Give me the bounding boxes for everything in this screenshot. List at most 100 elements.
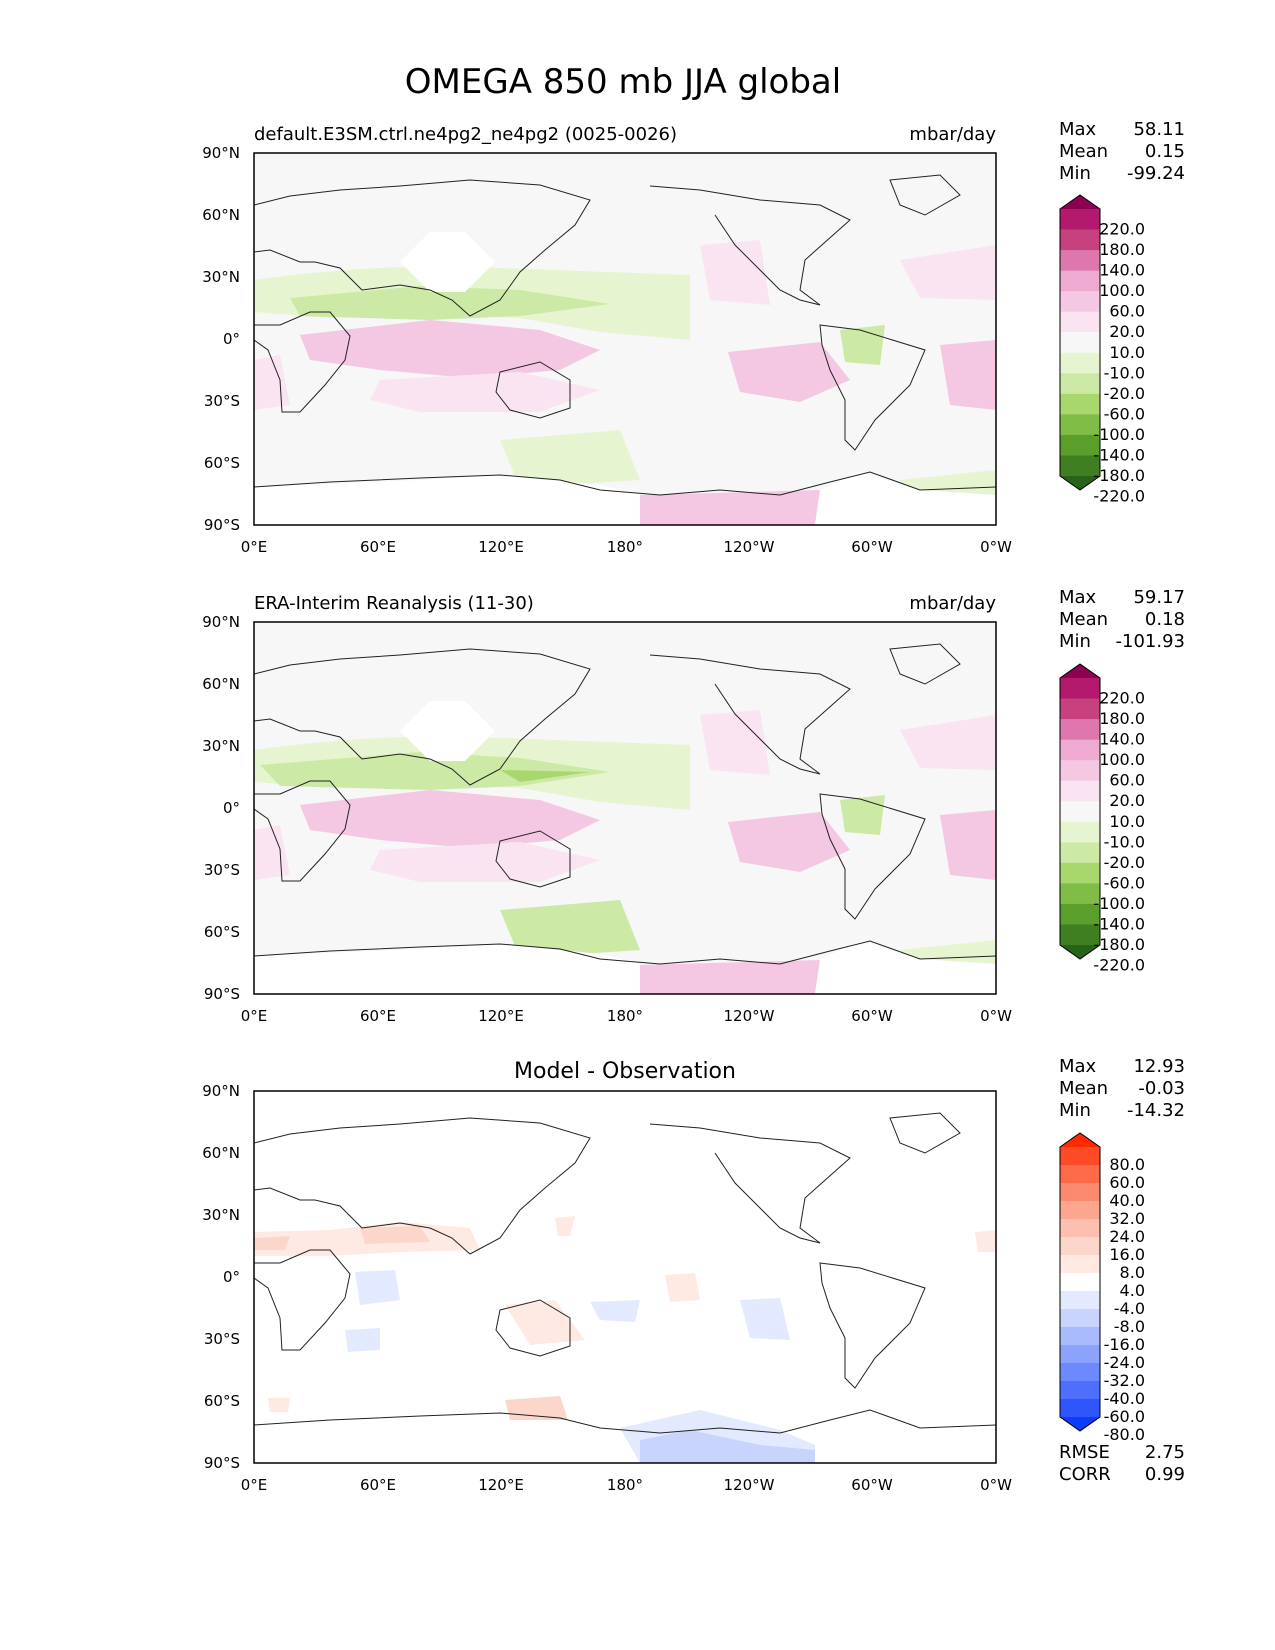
colorbar-tick-label: -60.0 <box>1104 404 1145 423</box>
field-contour-positive <box>940 340 996 410</box>
coastline-south-america <box>819 324 926 451</box>
colorbar-swatch <box>1060 821 1100 843</box>
colorbar-outline <box>1059 1132 1101 1432</box>
stat-value-max: 59.17 <box>1133 587 1185 608</box>
colorbar-tick-label: -24.0 <box>1104 1353 1145 1372</box>
field-contour-positive <box>370 372 600 412</box>
map-frame <box>253 152 997 526</box>
y-tick-label: 0° <box>223 799 240 817</box>
colorbar-tick-label: -220.0 <box>1093 956 1145 975</box>
colorbar-tick-label: -60.0 <box>1104 873 1145 892</box>
coastline-north-america <box>649 185 851 306</box>
coastline-eurasia <box>253 1117 591 1255</box>
map-area <box>254 622 996 994</box>
colorbar-tick-label: 140.0 <box>1099 261 1145 280</box>
field-contour-negative <box>355 1270 400 1305</box>
colorbar-swatch <box>1060 1381 1100 1400</box>
coastline-north-america <box>649 1123 851 1244</box>
field-contour-positive <box>360 1226 430 1244</box>
coastline-greenland <box>889 174 961 216</box>
y-tick-label: 60°S <box>204 454 240 472</box>
panel-title-left: ERA-Interim Reanalysis (11-30) <box>254 593 534 614</box>
colorbar-swatch <box>1060 270 1100 292</box>
x-tick-label: 0°W <box>980 538 1012 556</box>
colorbar-swatch <box>1060 373 1100 395</box>
colorbar-extend-min <box>1060 476 1100 490</box>
colorbar-tick-label: -220.0 <box>1093 487 1145 506</box>
colorbar-tick-label: 80.0 <box>1109 1155 1145 1174</box>
x-tick-label: 120°E <box>478 1007 524 1025</box>
colorbar-swatch <box>1060 311 1100 333</box>
coastline-north-america <box>649 654 851 775</box>
stat-label-max: Max <box>1059 119 1097 140</box>
field-contour-negative <box>590 1300 640 1322</box>
field-contour-positive <box>640 490 820 525</box>
panel-units: mbar/day <box>909 124 996 145</box>
colorbar-tick-label: 16.0 <box>1109 1245 1145 1264</box>
y-tick-label: 60°N <box>202 1144 240 1162</box>
x-tick-label: 180° <box>607 1476 643 1494</box>
field-contour-negative <box>345 1328 380 1352</box>
stat-value-mean: -0.03 <box>1138 1078 1185 1099</box>
colorbar-swatch <box>1060 1345 1100 1364</box>
field-contour-positive <box>975 1230 996 1252</box>
colorbar-outline <box>1059 663 1101 960</box>
stat-value-min: -14.32 <box>1127 1100 1185 1121</box>
x-tick-label: 120°W <box>724 1476 775 1494</box>
stats-box: Max 59.17 Mean 0.18 Min -101.93 <box>1059 587 1185 652</box>
y-tick-label: 30°S <box>204 1330 240 1348</box>
x-tick-label: 60°E <box>360 1476 396 1494</box>
colorbar-tick-label: -8.0 <box>1114 1317 1145 1336</box>
stat-label-mean: Mean <box>1059 141 1108 162</box>
colorbar-swatch <box>1060 209 1100 231</box>
field-contour-negative <box>740 1298 790 1340</box>
map-frame <box>253 1090 997 1464</box>
figure-title: OMEGA 850 mb JJA global <box>405 62 841 102</box>
field-contour-negative <box>840 795 885 835</box>
field-contour-positive <box>700 240 770 305</box>
colorbar-tick-label: 100.0 <box>1099 281 1145 300</box>
y-tick-label: 60°N <box>202 675 240 693</box>
stat-label-max: Max <box>1059 587 1097 608</box>
field-contour-positive <box>254 1236 290 1250</box>
colorbar-tick-label: -140.0 <box>1093 914 1145 933</box>
coastline-africa <box>253 1249 351 1351</box>
field-contour-negative <box>840 325 885 365</box>
colorbar-swatch <box>1060 1255 1100 1274</box>
colorbar-swatch <box>1060 801 1100 823</box>
colorbar-tick-label: 140.0 <box>1099 730 1145 749</box>
colorbar-swatch <box>1060 332 1100 354</box>
x-tick-label: 60°E <box>360 1007 396 1025</box>
colorbar-swatch <box>1060 1399 1100 1418</box>
coastlines <box>253 1112 997 1434</box>
x-tick-label: 180° <box>607 1007 643 1025</box>
y-tick-label: 60°N <box>202 206 240 224</box>
colorbar-swatch <box>1060 698 1100 720</box>
colorbar-swatch <box>1060 1165 1100 1184</box>
missing-data-region <box>400 232 495 292</box>
x-axis-ticks: 0°E 60°E 120°E 180° 120°W 60°W 0°W <box>241 538 1012 556</box>
coastline-antarctica <box>253 1409 997 1434</box>
colorbar-swatch <box>1060 862 1100 884</box>
colorbar-tick-label: 60.0 <box>1109 1173 1145 1192</box>
y-tick-label: 60°S <box>204 923 240 941</box>
colorbar-tick-label: 180.0 <box>1099 709 1145 728</box>
y-tick-label: 0° <box>223 1268 240 1286</box>
x-tick-label: 120°E <box>478 1476 524 1494</box>
x-tick-label: 120°W <box>724 1007 775 1025</box>
field-contour-negative <box>640 1430 815 1463</box>
colorbar-swatch <box>1060 1183 1100 1202</box>
coastline-africa <box>253 780 351 882</box>
colorbar-tick-label: 40.0 <box>1109 1191 1145 1210</box>
colorbar-tick-label: 32.0 <box>1109 1209 1145 1228</box>
colorbar-swatch <box>1060 780 1100 802</box>
colorbar-swatch <box>1060 1291 1100 1310</box>
stat-label-mean: Mean <box>1059 1078 1108 1099</box>
y-tick-label: 90°N <box>202 1082 240 1100</box>
stat-label-mean: Mean <box>1059 609 1108 630</box>
stat-value-max: 58.11 <box>1133 119 1185 140</box>
colorbar-tick-label: 10.0 <box>1109 343 1145 362</box>
stats-box: Max 12.93 Mean -0.03 Min -14.32 RMSE 2.7… <box>1059 1056 1185 1485</box>
y-tick-label: 60°S <box>204 1392 240 1410</box>
